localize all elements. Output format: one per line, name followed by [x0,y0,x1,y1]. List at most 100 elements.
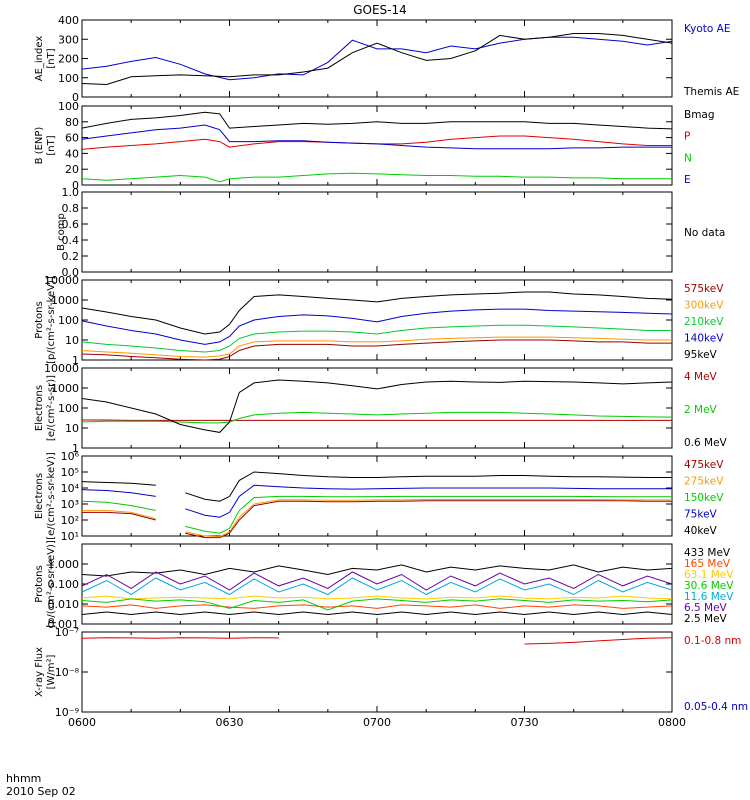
x-tick-label: 0700 [363,716,391,729]
legend-entry: 150keV [684,492,724,504]
series-line-bfield-2 [81,172,672,183]
legend-entry: 275keV [684,476,724,488]
series-line-protons_kev-1 [81,336,672,358]
y-tick-label: 10¹ [61,530,79,543]
panel-frame [81,367,673,449]
legend-entry: 2 MeV [684,404,718,416]
series-line-xray-0 [81,637,673,645]
series-line-protons_mev-1 [81,604,673,609]
y-tick-label: 0.001 [48,618,80,631]
series-line-protons_kev-2 [81,324,672,353]
panel-bcomp: 0.0 0.2 0.4 0.6 0.8 1.0 B comp No data [56,186,725,279]
y-tick-label: 0 [72,91,79,104]
y-tick-label: 10³ [61,498,79,511]
y-tick-label: 100 [58,314,79,327]
legend-entry: N [684,152,692,164]
y-tick-label: 1.0 [62,186,80,199]
panel-xray: 10⁻⁹ 10⁻⁸ 10⁻⁷ X-ray Flux [W/m²] 0.1-0.8 nm 0.… [34,626,748,719]
y-tick-label: 10⁵ [61,466,79,479]
legend-entry: 433 MeV [684,547,731,559]
y-axis-label: [p/(cm²-s-sr-keV)] [46,276,57,364]
x-tick-label: 0630 [216,716,244,729]
time-axis: 0600 0630 0700 0730 0800 [68,716,686,729]
y-tick-label: 10⁻⁸ [55,666,80,679]
series-line-protons_mev-0 [81,564,673,577]
y-axis-label: [e/(cm²-s-sr)] [46,375,57,441]
y-tick-label: 10 [65,334,79,347]
legend-entry: 6.5 MeV [684,602,728,614]
y-tick-label: 1.000 [48,558,80,571]
series-line-protons_kev-4 [81,291,673,335]
legend-entry: 40keV [684,525,718,537]
y-tick-label: 80 [65,116,79,129]
series-line-protons_mev-2 [81,595,673,600]
panel-electrons_mev: 1 10 100 1000 10000 Electrons [e/(cm²-s-sr)] 4 … [34,362,728,455]
legend-entry: 4 MeV [684,371,718,383]
y-tick-label: 200 [58,53,79,66]
legend-entry: 0.05-0.4 nm [684,701,748,713]
panel-frame [81,191,673,273]
y-axis-label: [p/(cm²-s-sr-keV)] [46,540,57,628]
y-tick-label: 60 [65,132,79,145]
series-line-electrons_mev-1 [81,411,673,424]
y-axis-label: Protons [34,301,45,338]
panel-protons_kev: 1 10 100 1000 10000 Protons [p/(cm²-s-sr-keV)]… [34,274,724,367]
panel-frame [81,19,673,98]
legend-entry: P [684,131,690,143]
x-tick-label: 0730 [511,716,539,729]
y-tick-label: 10⁶ [61,450,80,463]
y-axis-label: [nT] [46,48,57,68]
y-tick-label: 400 [58,14,79,27]
series-line-protons_mev-6 [81,611,673,616]
y-tick-label: 1 [72,442,79,455]
panel-ae: 0 100 200 300 400 AE_index [nT] Kyoto AE Themis … [34,14,739,104]
series-line-electrons_kev-0 [82,500,672,539]
y-tick-label: 0 [72,179,79,192]
legend-entry: 75keV [684,509,718,521]
legend-entry: Themis AE [683,86,739,98]
panel-frame [81,279,673,361]
series-line-protons_kev-3 [81,308,673,345]
y-tick-label: 1 [72,354,79,367]
series-line-protons_mev-5 [81,571,673,591]
panel-bfield: 0 20 40 60 80 100 B (ENP) [nT] Bmag PNE [34,100,715,192]
series-line-electrons_kev-2 [81,495,672,534]
y-axis-label: B (ENP) [34,127,45,165]
y-axis-label: [e/(cm²-s-sr-keV)] [46,452,57,540]
y-tick-label: 300 [58,33,79,46]
series-line-ae-0 [81,36,673,81]
legend-entry: 140keV [684,333,724,345]
legend-entry: 575keV [684,283,724,295]
hhmm-label: hhmm [6,772,41,785]
y-tick-label: 20 [65,163,79,176]
y-tick-label: 10000 [44,362,79,375]
legend-entry: 210keV [684,316,724,328]
legend-entry: Bmag [684,109,715,121]
y-tick-label: 100 [58,72,79,85]
y-tick-label: 0.100 [48,578,80,591]
y-tick-label: 100 [58,100,79,113]
series-line-protons_kev-0 [81,339,672,361]
legend-entry: 11.6 MeV [684,591,734,603]
y-tick-label: 0.4 [62,234,80,247]
series-line-bfield-0 [81,111,673,130]
no-data-label: No data [684,227,725,239]
legend-entry: 165 MeV [684,558,731,570]
y-tick-label: 10⁻⁷ [55,626,79,639]
legend-entry: 0.1-0.8 nm [684,635,741,647]
x-tick-label: 0600 [68,716,96,729]
y-tick-label: 0.010 [48,598,80,611]
y-tick-label: 0.0 [62,266,80,279]
legend-entry: 30.6 MeV [684,580,734,592]
legend-entry: Kyoto AE [684,23,730,35]
y-tick-label: 10 [65,422,79,435]
date-label: 2010 Sep 02 [6,785,76,798]
legend-entry: 2.5 MeV [684,613,728,625]
y-tick-label: 1000 [51,294,79,307]
series-line-bfield-3 [81,124,672,150]
panel-electrons_kev: 10¹ 10² 10³ 10⁴ 10⁵ 10⁶ Electrons [e/(cm²-s-sr-… [34,450,724,543]
legend-entry: 300keV [684,300,724,312]
y-tick-label: 0.2 [62,250,80,263]
